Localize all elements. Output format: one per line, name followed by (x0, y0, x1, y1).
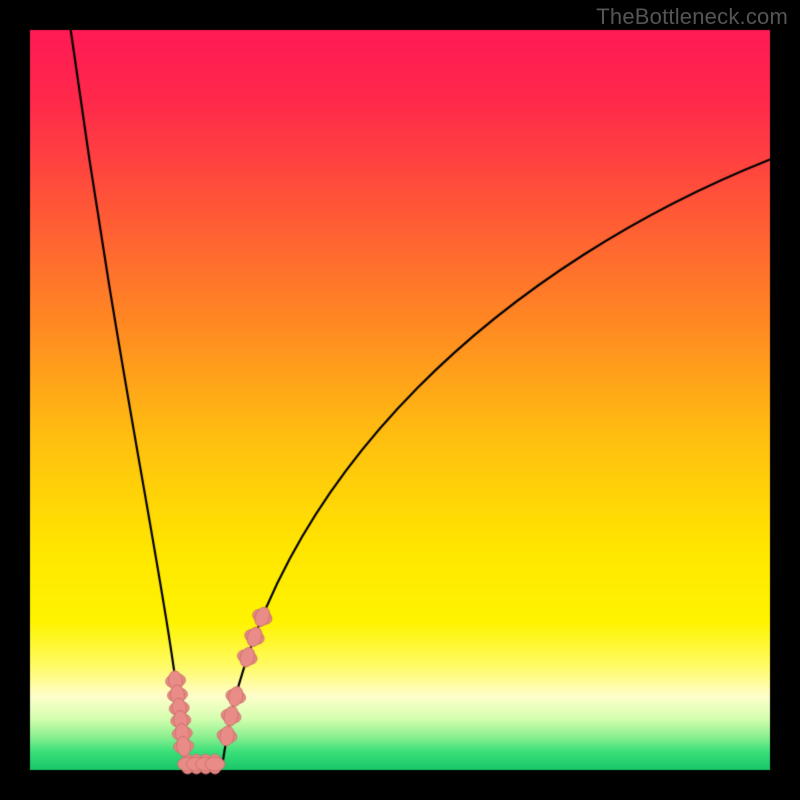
watermark-label: TheBottleneck.com (596, 4, 788, 30)
bottleneck-curve (0, 0, 800, 800)
chart-root: TheBottleneck.com (0, 0, 800, 800)
